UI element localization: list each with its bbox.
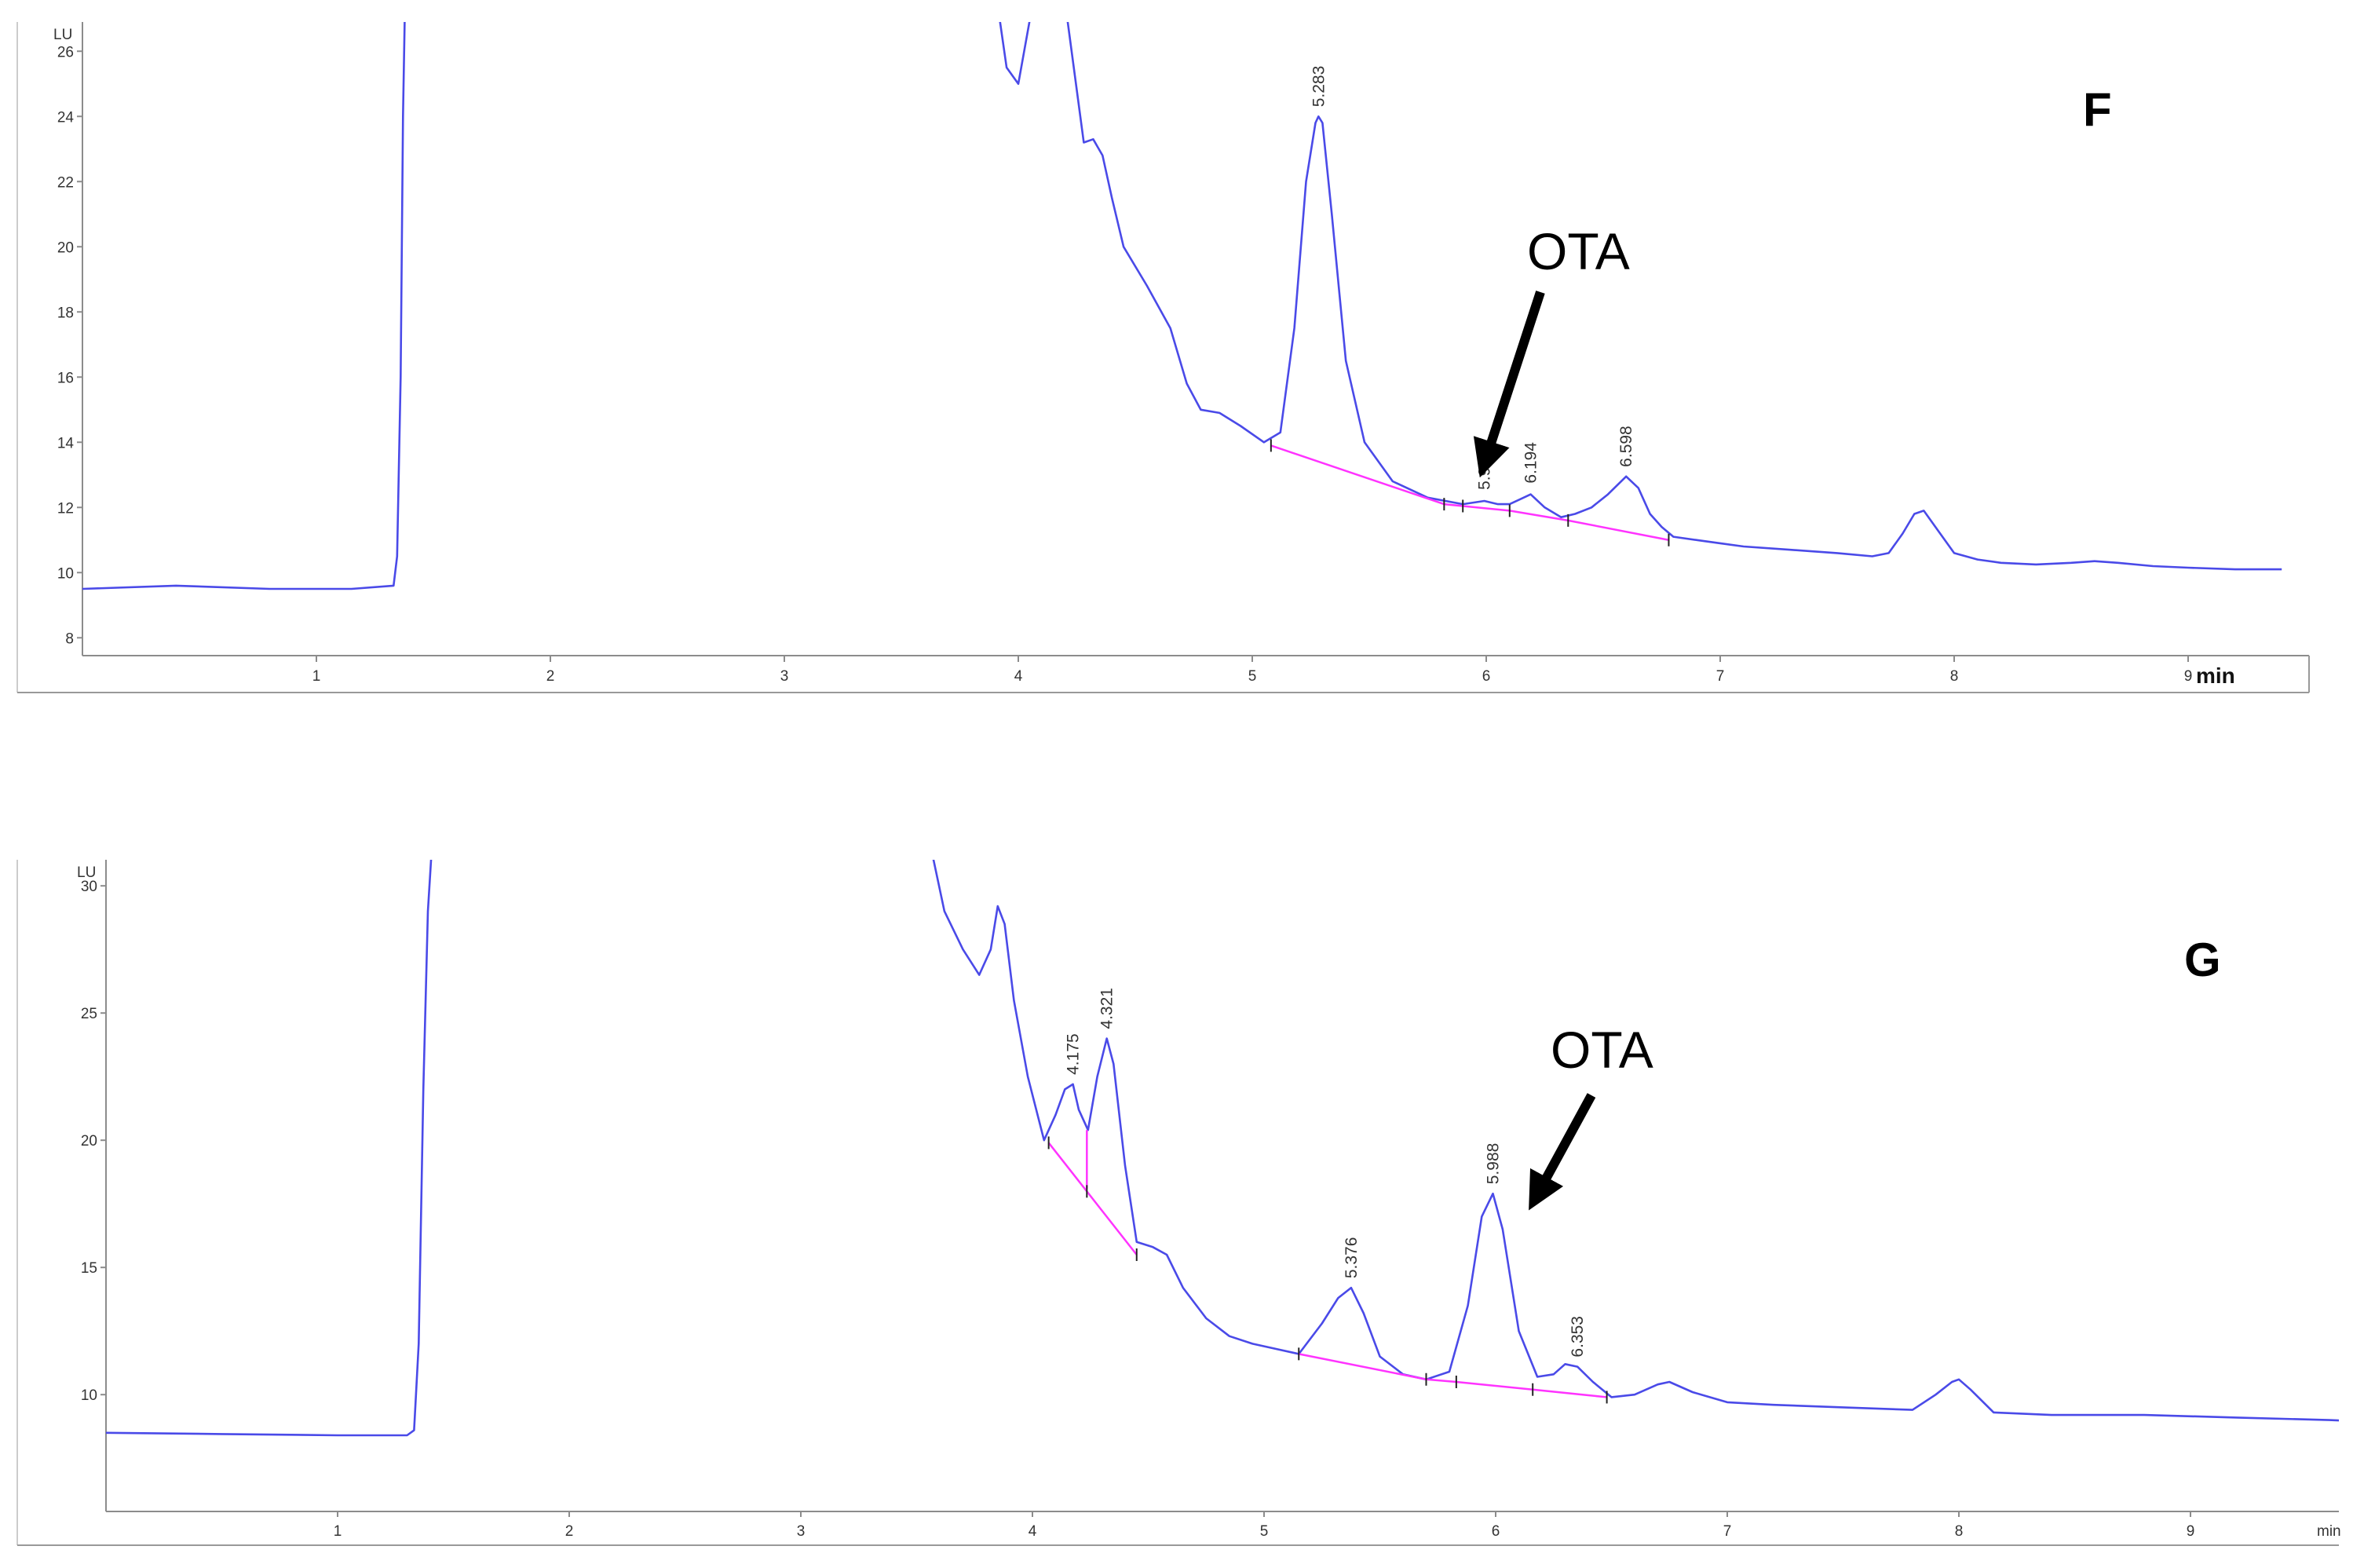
integration-baseline (1426, 1378, 1456, 1383)
peak-retention-label: 6.353 (1569, 1316, 1587, 1358)
integration-baseline (1568, 519, 1669, 541)
ota-annotation-arrow (1529, 1093, 1596, 1211)
integration-baseline (1270, 444, 1445, 506)
x-tick-label: 5 (1248, 668, 1257, 685)
x-tick-label: 6 (1492, 1523, 1500, 1540)
x-unit-label: min (2317, 1523, 2341, 1540)
x-ticks: 1 2 3 4 5 6 7 8 9 (312, 656, 2193, 685)
y-unit-label: LU (53, 27, 72, 43)
x-tick-label: 8 (1950, 668, 1959, 685)
y-tick-label: 12 (57, 500, 74, 517)
ota-annotation-arrow (1473, 291, 1545, 478)
peak-labels: 4.175 4.321 5.376 5.988 6.353 (1065, 988, 1588, 1358)
chromatogram-panel-g: LU min G 10 15 20 25 30 1 2 3 4 5 6 7 8 9 4.175 4.321… (16, 860, 2341, 1546)
x-tick-label: 7 (1723, 1523, 1732, 1540)
chromatogram-trace (106, 860, 2339, 1437)
x-tick-label: 3 (797, 1523, 806, 1540)
chromatogram-trace (82, 22, 2282, 590)
x-tick-label: 9 (2187, 1523, 2195, 1540)
ota-annotation-label: OTA (1551, 1021, 1653, 1079)
y-tick-label: 16 (57, 370, 74, 386)
x-tick-label: 9 (2184, 668, 2193, 685)
y-ticks: 10 15 20 25 30 (81, 879, 106, 1404)
peak-retention-label: 5.376 (1343, 1237, 1361, 1279)
x-tick-label: 1 (312, 668, 321, 685)
x-tick-label: 4 (1029, 1523, 1037, 1540)
x-tick-label: 4 (1014, 668, 1023, 685)
x-tick-label: 7 (1716, 668, 1725, 685)
peak-retention-label: 4.321 (1098, 988, 1116, 1029)
integration-baseline (1444, 503, 1510, 512)
x-ticks: 1 2 3 4 5 6 7 8 9 (334, 1511, 2195, 1540)
x-tick-label: 5 (1260, 1523, 1269, 1540)
y-tick-label: 20 (81, 1133, 97, 1150)
integration-ticks (1047, 1136, 1608, 1404)
integration-baseline (1533, 1388, 1607, 1398)
x-tick-label: 2 (546, 668, 555, 685)
y-tick-label: 10 (57, 565, 74, 582)
y-tick-label: 8 (65, 630, 74, 647)
peak-retention-label: 6.194 (1522, 442, 1540, 484)
peak-retention-label: 6.598 (1617, 426, 1635, 467)
integration-baselines (1047, 1130, 1607, 1398)
y-tick-label: 14 (57, 435, 75, 451)
y-tick-label: 26 (57, 44, 74, 60)
x-tick-label: 6 (1482, 668, 1491, 685)
y-ticks: 8 10 12 14 16 18 20 22 24 26 (57, 44, 82, 647)
peak-retention-label: 4.175 (1065, 1033, 1083, 1075)
x-tick-label: 8 (1955, 1523, 1964, 1540)
y-tick-label: 20 (57, 239, 74, 256)
peak-retention-label: 5.988 (1484, 1143, 1502, 1185)
x-tick-label: 3 (780, 668, 789, 685)
y-tick-label: 25 (81, 1006, 97, 1022)
y-tick-label: 30 (81, 879, 97, 895)
y-tick-label: 18 (57, 305, 74, 321)
y-tick-label: 15 (81, 1260, 97, 1277)
integration-ticks (1270, 439, 1670, 546)
ota-annotation-label: OTA (1527, 222, 1630, 280)
integration-baseline (1456, 1380, 1533, 1391)
y-tick-label: 10 (81, 1387, 97, 1404)
panel-letter: F (2083, 83, 2112, 136)
peak-retention-label: 5.283 (1310, 66, 1328, 108)
x-tick-label: 2 (565, 1523, 574, 1540)
integration-baseline (1047, 1142, 1138, 1255)
integration-baseline (1299, 1353, 1427, 1380)
x-unit-label: min (2196, 663, 2235, 688)
y-tick-label: 24 (57, 109, 75, 126)
integration-baselines (1270, 444, 1669, 541)
panel-letter: G (2184, 934, 2221, 986)
y-tick-label: 22 (57, 174, 74, 191)
integration-baseline (1509, 510, 1569, 522)
y-unit-label: LU (77, 864, 96, 881)
x-tick-label: 1 (334, 1523, 342, 1540)
